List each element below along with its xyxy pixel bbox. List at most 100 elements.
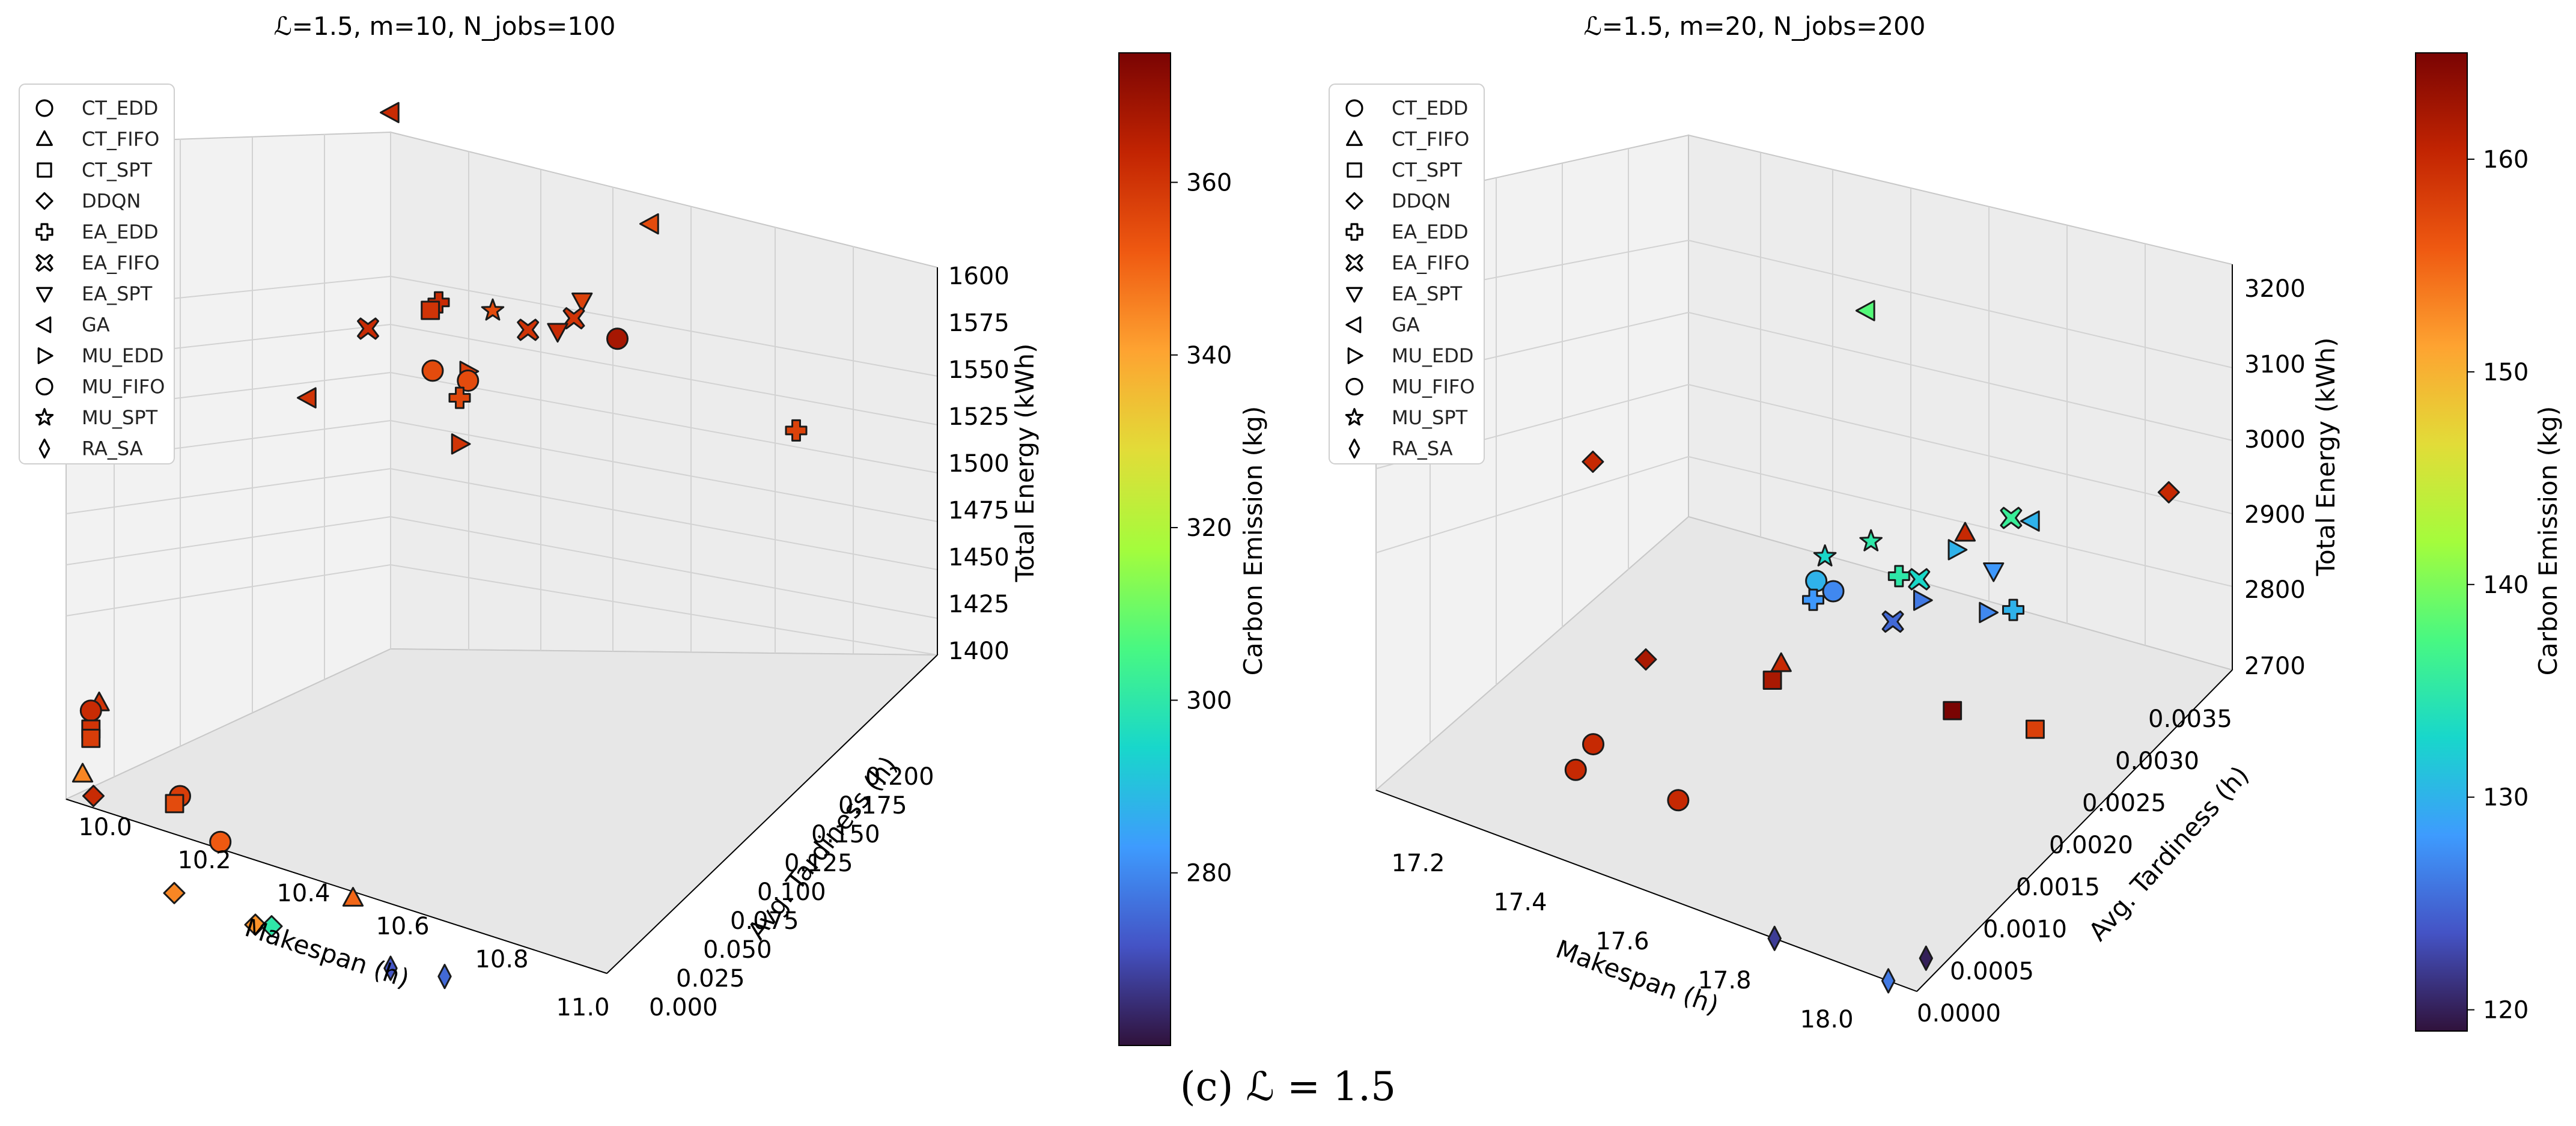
legend-marker (35, 408, 54, 426)
point-ct-fifo (72, 762, 94, 783)
legend-label: MU_EDD (1392, 344, 1474, 367)
z-tick-label: 1400 (948, 638, 1009, 665)
legend-marker (1345, 408, 1364, 426)
y-tick-label: 0.0005 (1950, 958, 2034, 985)
scatter-points (1564, 300, 2180, 994)
point-ea-edd (2002, 598, 2024, 621)
legend: CT_EDD CT_FIFO CT_SPT DDQN EA_EDD EA_FIFO EA_S… (1329, 84, 1485, 464)
y-tick-label: 0.150 (811, 821, 880, 848)
z-tick-label: 1600 (948, 263, 1009, 290)
point-ea-edd (785, 419, 808, 442)
legend-marker (1345, 377, 1363, 396)
legend-label: MU_FIFO (82, 376, 165, 398)
z-axis-label: Total Energy (kWh) (2311, 337, 2340, 576)
colorbar: 120 130 140 150 160 Carbon Emission (kg) (2415, 52, 2563, 1032)
legend-label: GA (82, 314, 110, 336)
legend-marker (1345, 316, 1362, 333)
point-ddqn (244, 913, 267, 936)
point-ct-edd (1564, 758, 1587, 781)
z-axis-label: Total Energy (kWh) (1010, 343, 1040, 582)
point-ct-spt (1762, 671, 1782, 690)
y-tick-label: 0.200 (865, 763, 934, 791)
point-ea-fifo (1908, 568, 1931, 591)
legend-label: EA_EDD (1392, 221, 1469, 243)
point-ea-edd (448, 386, 471, 409)
point-ct-spt (165, 794, 184, 814)
colorbar-label: Carbon Emission (kg) (1238, 406, 1268, 676)
colorbar-tick-label: 120 (2483, 997, 2529, 1024)
x-tick-label: 17.2 (1391, 850, 1445, 877)
x-tick-label: 10.0 (78, 814, 132, 841)
point-mu-fifo (1822, 580, 1845, 603)
point-ra-sa (1767, 925, 1782, 951)
legend-label: EA_SPT (1392, 282, 1463, 305)
y-tick-label: 0.0035 (2148, 705, 2232, 733)
point-ea-fifo (1881, 610, 1904, 633)
legend-marker (38, 438, 50, 459)
z-tick-label: 1500 (948, 450, 1009, 478)
legend-marker (35, 192, 53, 210)
legend-marker (1346, 287, 1363, 303)
legend-label: CT_FIFO (1392, 128, 1469, 151)
point-mu-fifo (606, 327, 629, 350)
point-mu-spt (481, 298, 505, 321)
legend-marker (1345, 223, 1363, 241)
legend-label: RA_SA (82, 437, 143, 460)
y-tick-label: 0.050 (703, 936, 772, 964)
colorbar-label: Carbon Emission (kg) (2533, 406, 2563, 676)
z-tick-label: 1450 (948, 544, 1009, 571)
y-tick-label: 0.0020 (2049, 832, 2133, 859)
legend-marker (35, 377, 53, 396)
z-tick-label: 2700 (2244, 653, 2306, 680)
legend-label: DDQN (1392, 190, 1451, 213)
legend-label: MU_EDD (82, 344, 164, 367)
legend: CT_EDD CT_FIFO CT_SPT DDQN EA_EDD EA_FIFO EA_S… (19, 84, 175, 464)
x-tick-label: 10.6 (376, 913, 429, 940)
y-tick-label: 0.0010 (1983, 916, 2067, 943)
legend-label: CT_SPT (1392, 159, 1463, 181)
point-mu-fifo (209, 830, 232, 853)
x-tick-label: 10.4 (276, 880, 330, 907)
legend-marker (37, 347, 53, 364)
colorbar-tick-label: 340 (1186, 342, 1232, 370)
colorbar-tick-label: 300 (1186, 687, 1232, 714)
point-ea-edd (1802, 588, 1824, 611)
point-ga (1855, 300, 1875, 321)
point-ga (2020, 510, 2040, 532)
point-ea-spt (547, 323, 568, 343)
point-ea-fifo (562, 307, 585, 330)
x-tick-label: 10.8 (475, 946, 528, 973)
legend-label: RA_SA (1392, 437, 1453, 460)
y-tick-label: 0.000 (649, 994, 718, 1021)
legend-label: CT_FIFO (82, 128, 159, 151)
z-tick-label: 3200 (2244, 275, 2306, 303)
z-tick-label: 1475 (948, 497, 1009, 525)
legend-marker (35, 99, 53, 117)
point-mu-spt (1813, 544, 1837, 567)
legend-marker (1345, 99, 1363, 117)
point-ddqn (1582, 451, 1604, 473)
point-ct-edd (79, 699, 102, 722)
point-mu-fifo (421, 359, 444, 382)
legend-label: CT_EDD (82, 97, 158, 120)
legend-marker (1345, 192, 1363, 210)
legend-marker (35, 316, 52, 333)
x-tick-label: 11.0 (556, 994, 609, 1021)
point-mu-edd (451, 433, 471, 455)
panel-left: ℒ=1.5, m=10, N_jobs=100 (19, 11, 1268, 1046)
point-ea-spt (571, 292, 593, 312)
legend-label: DDQN (82, 190, 141, 213)
z-tick-label: 1550 (948, 356, 1009, 384)
legend-marker (35, 254, 53, 272)
point-ddqn (1634, 648, 1657, 671)
point-ddqn (2157, 481, 2180, 504)
point-ct-edd (1667, 789, 1690, 812)
point-ct-spt (81, 728, 101, 748)
y-tick-label: 0.0000 (1917, 1000, 2001, 1027)
y-tick-label: 0.0025 (2082, 790, 2166, 817)
y-tick-label: 0.175 (838, 792, 907, 820)
point-ea-fifo (517, 318, 540, 341)
legend-label: MU_FIFO (1392, 376, 1475, 398)
figure-caption: (c) ℒ = 1.5 (1180, 1064, 1396, 1110)
legend-label: CT_SPT (82, 159, 153, 181)
